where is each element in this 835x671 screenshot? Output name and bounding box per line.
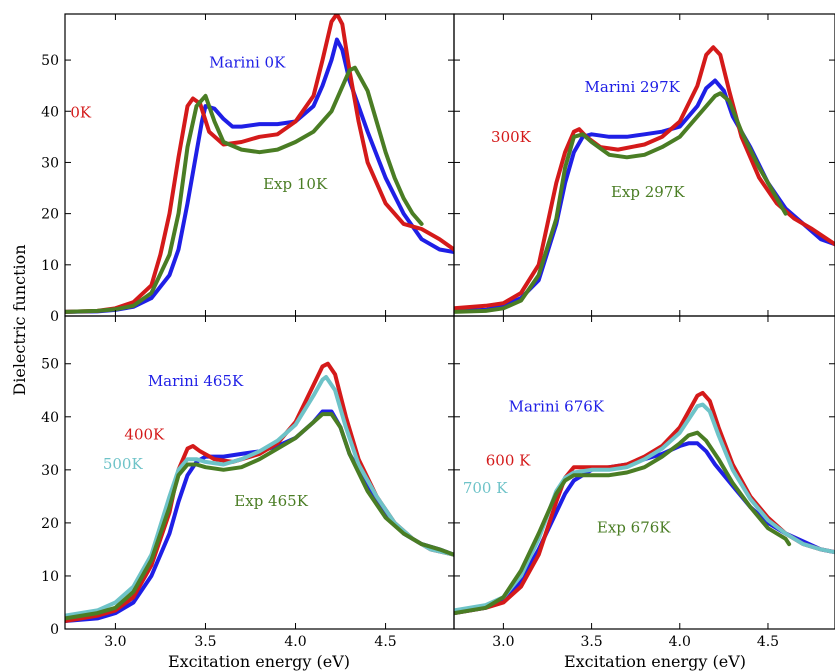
series-annotation: Marini 465K bbox=[148, 372, 244, 390]
y-tick-label: 30 bbox=[41, 463, 59, 479]
x-tick-label: 4.0 bbox=[669, 634, 691, 650]
panel-frame bbox=[453, 315, 835, 630]
series-line-1 bbox=[65, 409, 454, 623]
y-tick-label: 0 bbox=[50, 309, 59, 325]
series-annotation: Marini 0K bbox=[209, 54, 286, 72]
x-tick-label: 4.5 bbox=[374, 634, 396, 650]
y-tick-label: 50 bbox=[41, 53, 59, 69]
y-tick-label: 10 bbox=[41, 569, 59, 585]
panel-3: 0 10 20 30 40 50 3.0 3.5 4.0 4.5 Marini 465K 400K 50… bbox=[41, 315, 455, 650]
series-annotation: 500K bbox=[103, 455, 144, 473]
series-annotation: Exp 297K bbox=[611, 183, 685, 201]
y-axis-title: Dielectric function bbox=[10, 244, 29, 395]
series-line-1 bbox=[65, 37, 454, 314]
panel-frame bbox=[453, 13, 835, 317]
series-annotation: Marini 676K bbox=[509, 397, 605, 415]
x-tick-label: 3.5 bbox=[580, 634, 602, 650]
series-annotation: 300K bbox=[491, 128, 532, 146]
panel-2: Marini 297K 300K Exp 297K bbox=[453, 13, 835, 317]
series-annotation: 600 K bbox=[486, 452, 531, 470]
panels: 0 10 20 30 40 50 Marini 0K 0K Exp 10K Marini 297K… bbox=[41, 13, 835, 650]
x-tick-label: 4.0 bbox=[284, 634, 306, 650]
x-axis-title-left: Excitation energy (eV) bbox=[168, 652, 350, 671]
series-annotation: Exp 10K bbox=[263, 175, 328, 193]
series-annotation: Marini 297K bbox=[585, 78, 681, 96]
panel-4: 3.0 3.5 4.0 4.5 Marini 676K 600 K 700 K Exp 676… bbox=[453, 315, 835, 650]
x-tick-label: 3.0 bbox=[104, 634, 126, 650]
series-line-3 bbox=[65, 65, 424, 314]
series-annotation: Exp 676K bbox=[597, 518, 671, 536]
y-tick-label: 20 bbox=[41, 207, 59, 223]
series-annotation: 700 K bbox=[463, 479, 508, 497]
y-tick-label: 0 bbox=[50, 622, 59, 638]
x-axis-title-right: Excitation energy (eV) bbox=[564, 652, 746, 671]
x-tick-label: 3.5 bbox=[194, 634, 216, 650]
panel-1: 0 10 20 30 40 50 Marini 0K 0K Exp 10K bbox=[41, 13, 455, 325]
series-annotation: 400K bbox=[124, 426, 165, 444]
y-tick-label: 30 bbox=[41, 155, 59, 171]
series-line-3 bbox=[454, 402, 835, 613]
x-tick-label: 4.5 bbox=[757, 634, 779, 650]
series-annotation: Exp 465K bbox=[234, 492, 308, 510]
series-line-2 bbox=[454, 45, 835, 311]
series-line-2 bbox=[65, 14, 454, 314]
y-tick-label: 40 bbox=[41, 104, 59, 120]
y-tick-label: 40 bbox=[41, 410, 59, 426]
y-tick-label: 50 bbox=[41, 357, 59, 373]
y-tick-label: 20 bbox=[41, 516, 59, 532]
series-line-3 bbox=[454, 91, 788, 314]
x-tick-label: 3.0 bbox=[492, 634, 514, 650]
series-line-4 bbox=[65, 412, 454, 621]
y-tick-label: 10 bbox=[41, 258, 59, 274]
series-annotation: 0K bbox=[70, 103, 92, 121]
series-line-2 bbox=[454, 390, 835, 616]
series-line-4 bbox=[454, 430, 792, 616]
